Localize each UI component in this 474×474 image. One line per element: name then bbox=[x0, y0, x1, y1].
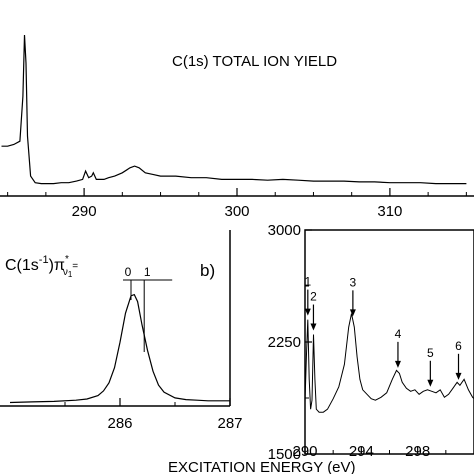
panel-c-frame bbox=[304, 229, 474, 455]
peak-label: 2 bbox=[310, 290, 317, 304]
peak-label: 4 bbox=[395, 327, 402, 341]
vib-label-1: 1 bbox=[144, 265, 151, 279]
panel-c-y-tick-label: 3000 bbox=[268, 222, 301, 239]
peak-label: 5 bbox=[427, 346, 434, 360]
panel-c-series-line bbox=[304, 313, 474, 413]
peak-arrow-head bbox=[310, 323, 317, 331]
panel-c-x-tick-label: 294 bbox=[349, 443, 374, 460]
panel-a-tick-label: 310 bbox=[377, 203, 402, 220]
panel-c-y-tick-label: 2250 bbox=[268, 334, 301, 351]
peak-label: 1 bbox=[304, 275, 311, 289]
panel-b-label: b) bbox=[200, 261, 215, 280]
panel-a-series-line bbox=[1, 34, 467, 185]
peak-arrow-head bbox=[427, 379, 434, 387]
panel-b-tick-label: 287 bbox=[217, 415, 242, 432]
panel-b-ticks: 286 287 bbox=[64, 398, 243, 432]
panel-c-y-tick-label: 1500 bbox=[268, 446, 301, 463]
vib-label-0: 0 bbox=[125, 265, 132, 279]
panel-c-x-tick-label: 298 bbox=[405, 443, 430, 460]
panel-c-ticks: 290 294 298 1500 2250 3000 bbox=[268, 222, 447, 463]
peak-label: 6 bbox=[455, 339, 462, 353]
panel-c: 290 294 298 1500 2250 3000 12 3 4 5 6 bbox=[268, 222, 474, 463]
peak-arrow-head bbox=[349, 309, 356, 317]
peak-label: 3 bbox=[350, 275, 357, 289]
panel-a: C(1s) TOTAL ION YIELD 290 300 310 bbox=[0, 34, 474, 220]
panel-b-annotation: C(1s-1)π* ν1= bbox=[5, 254, 78, 279]
peak-arrow-head bbox=[455, 372, 462, 380]
panel-c-x-tick-label: 290 bbox=[292, 443, 317, 460]
panel-a-tick-label: 300 bbox=[224, 203, 249, 220]
peak-arrow-head bbox=[394, 360, 401, 368]
panel-a-tick-label: 290 bbox=[72, 203, 97, 220]
x-axis-label: EXCITATION ENERGY (eV) bbox=[168, 459, 356, 474]
panel-b-series-line bbox=[9, 293, 230, 404]
panel-b-tick-label: 286 bbox=[107, 415, 132, 432]
panel-a-ticks: 290 300 310 bbox=[7, 188, 467, 220]
panel-c-peak-labels: 12 3 4 5 6 bbox=[304, 275, 462, 387]
panel-a-title: C(1s) TOTAL ION YIELD bbox=[172, 53, 337, 70]
peak-arrow-head bbox=[304, 308, 311, 316]
